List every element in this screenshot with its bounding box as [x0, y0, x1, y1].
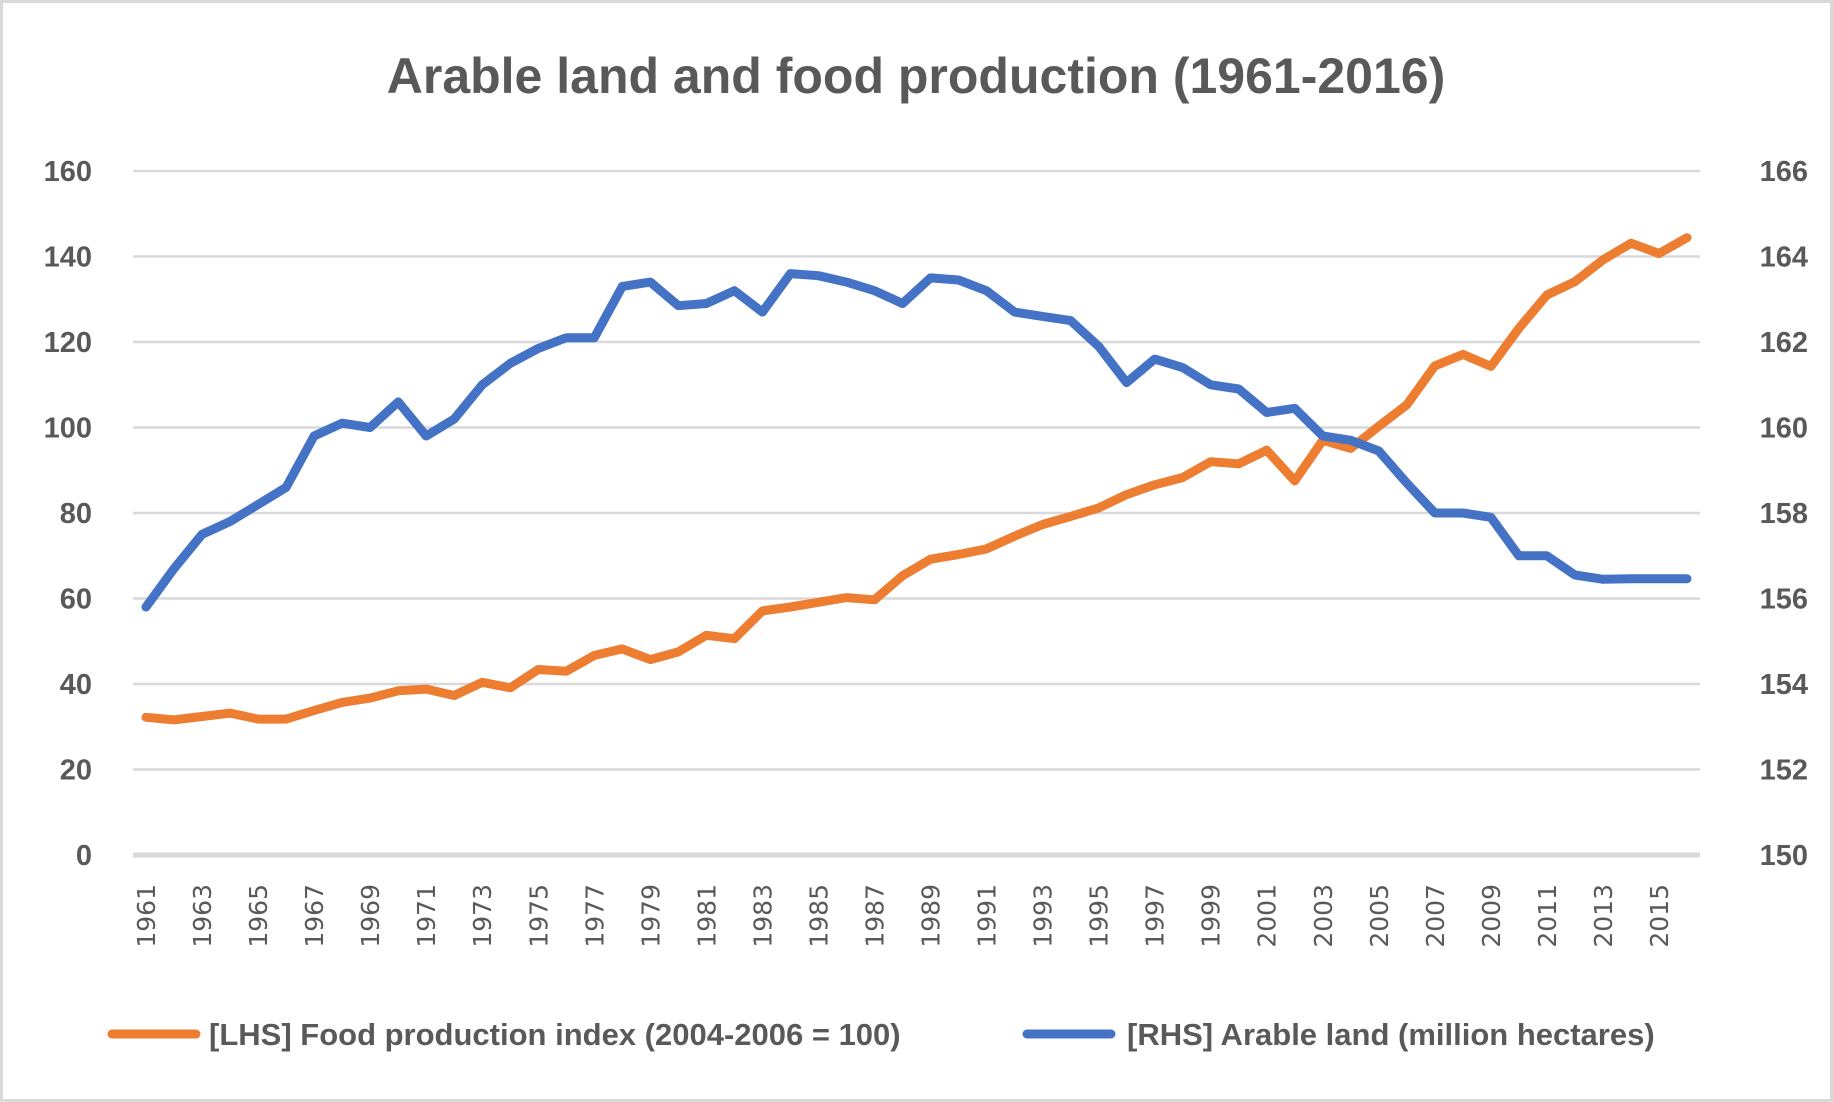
x-tick-label: 2007: [1421, 884, 1450, 948]
right-tick-label: 158: [1760, 498, 1808, 530]
left-tick-label: 160: [44, 156, 92, 188]
x-tick-label: 1975: [524, 884, 553, 948]
left-tick-label: 0: [76, 840, 92, 872]
chart-title: Arable land and food production (1961-20…: [387, 48, 1446, 104]
x-tick-label: 1969: [356, 884, 385, 948]
series-line-arable-land: [141, 269, 1692, 612]
series-layer: [141, 233, 1692, 725]
x-tick-label: 1995: [1085, 884, 1114, 948]
series-points-arable-land: [145, 273, 1688, 608]
x-tick-label: 1963: [188, 884, 217, 948]
x-tick-label: 2001: [1253, 884, 1282, 948]
x-tick-label: 2015: [1645, 884, 1674, 948]
right-tick-label: 166: [1760, 156, 1808, 188]
x-tick-label: 1985: [804, 884, 833, 948]
legend-label-arable-land: [RHS] Arable land (million hectares): [1127, 1017, 1655, 1052]
x-tick-label: 2013: [1589, 884, 1618, 948]
series-line-food-production: [141, 233, 1692, 725]
x-tick-label: 2009: [1477, 884, 1506, 948]
x-tick-label: 2003: [1309, 884, 1338, 948]
right-tick-label: 160: [1760, 413, 1808, 445]
left-tick-label: 120: [44, 327, 92, 359]
left-tick-label: 140: [44, 242, 92, 274]
x-tick-label: 1991: [973, 884, 1002, 948]
left-axis: 0 20 40 60 80 100 120 140 160: [44, 156, 92, 872]
x-tick-label: 1977: [580, 884, 609, 948]
x-tick-label: 1989: [917, 884, 946, 948]
left-tick-label: 40: [60, 669, 92, 701]
right-tick-label: 156: [1760, 584, 1808, 616]
x-tick-label: 1973: [468, 884, 497, 948]
x-tick-label: 1971: [412, 884, 441, 948]
x-tick-label: 1993: [1029, 884, 1058, 948]
gridlines: [133, 169, 1700, 858]
x-tick-label: 2011: [1533, 884, 1562, 948]
left-tick-label: 20: [60, 755, 92, 787]
right-tick-label: 162: [1760, 327, 1808, 359]
x-tick-label: 2005: [1365, 884, 1394, 948]
right-tick-label: 152: [1760, 755, 1808, 787]
right-axis: 150 152 154 156 158 160 162 164 166: [1760, 156, 1808, 872]
x-tick-label: 1997: [1141, 884, 1170, 948]
x-tick-label: 1987: [860, 884, 889, 948]
x-axis: 1961 1963 1965 1967 1969 1971 1973 1975 1977 1979…: [132, 884, 1674, 948]
left-tick-label: 80: [60, 498, 92, 530]
legend-label-food-production: [LHS] Food production index (2004-2006 =…: [209, 1017, 901, 1052]
x-tick-label: 1965: [244, 884, 273, 948]
x-tick-label: 1961: [132, 884, 161, 948]
left-tick-label: 60: [60, 584, 92, 616]
right-tick-label: 164: [1760, 242, 1808, 274]
x-tick-label: 1981: [692, 884, 721, 948]
right-tick-label: 150: [1760, 840, 1808, 872]
legend: [LHS] Food production index (2004-2006 =…: [107, 1017, 1655, 1052]
left-tick-label: 100: [44, 413, 92, 445]
right-tick-label: 154: [1760, 669, 1808, 701]
x-tick-label: 1983: [748, 884, 777, 948]
x-tick-label: 1979: [636, 884, 665, 948]
x-tick-label: 1999: [1197, 884, 1226, 948]
series-points-food-production: [145, 237, 1688, 721]
x-tick-label: 1967: [300, 884, 329, 948]
